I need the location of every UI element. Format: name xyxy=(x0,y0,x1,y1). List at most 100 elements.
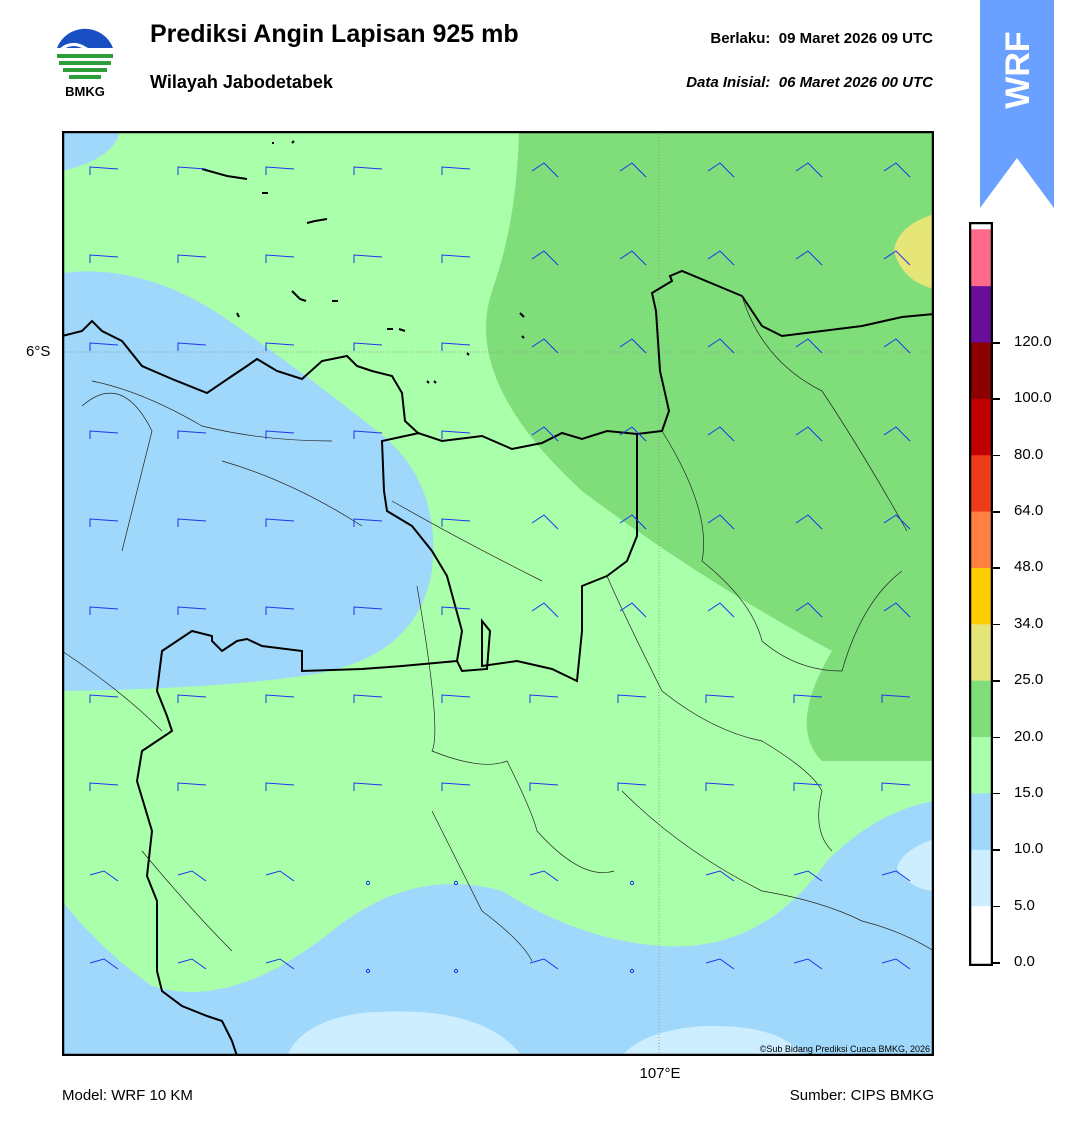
colorbar-segment xyxy=(969,736,993,794)
wind-barb xyxy=(883,426,911,442)
wind-barb xyxy=(883,162,911,178)
wind-barb xyxy=(617,782,647,791)
colorbar-tick-label: 20.0 xyxy=(1014,727,1044,745)
calm-circle xyxy=(365,968,371,974)
model-label: Model: WRF 10 KM xyxy=(62,1087,193,1104)
wind-barb xyxy=(795,162,823,178)
colorbar-tick-mark xyxy=(993,849,1000,851)
wind-barb xyxy=(705,870,735,882)
wind-barb xyxy=(441,518,471,527)
wind-barb xyxy=(265,430,295,439)
wind-map: ©Sub Bidang Prediksi Cuaca BMKG, 2026 xyxy=(62,131,934,1056)
wind-barb xyxy=(177,782,207,791)
wind-barb xyxy=(353,782,383,791)
wind-barb xyxy=(793,958,823,970)
lat-label: 6°S xyxy=(26,343,51,360)
wind-barb xyxy=(89,958,119,970)
wind-barb xyxy=(177,254,207,263)
wind-barb xyxy=(353,166,383,175)
wind-barb xyxy=(177,694,207,703)
wind-barb xyxy=(619,514,647,530)
wind-barb xyxy=(531,426,559,442)
speed-band-0-5-south xyxy=(287,1011,522,1056)
wind-barb xyxy=(617,694,647,703)
wind-barb xyxy=(619,602,647,618)
init-time: Data Inisial: 06 Maret 2026 00 UTC xyxy=(686,74,933,91)
wind-barb xyxy=(89,166,119,175)
wind-barb xyxy=(441,166,471,175)
wind-barb xyxy=(883,250,911,266)
colorbar-tick-label: 120.0 xyxy=(1014,333,1052,350)
wind-barb xyxy=(881,782,911,791)
calm-circle xyxy=(629,880,635,886)
wind-barb xyxy=(265,518,295,527)
wind-barb xyxy=(89,782,119,791)
init-label: Data Inisial: xyxy=(686,74,771,91)
wind-barb xyxy=(619,162,647,178)
speed-band-5-10-west xyxy=(62,271,434,691)
colorbar-segment xyxy=(969,342,993,399)
wind-barb xyxy=(89,342,119,351)
wind-barb xyxy=(795,250,823,266)
colorbar-segment xyxy=(969,905,993,963)
wind-barb xyxy=(441,342,471,351)
colorbar-tick-mark xyxy=(993,342,1000,344)
wind-barb xyxy=(795,514,823,530)
colorbar-tick-label: 10.0 xyxy=(1014,840,1044,858)
wind-barb xyxy=(883,338,911,354)
wind-barb xyxy=(707,338,735,354)
wind-barb xyxy=(265,958,295,970)
speed-band-5-10-south xyxy=(62,801,934,1056)
wind-barb xyxy=(353,606,383,615)
colorbar-segment xyxy=(969,229,993,287)
wind-barb xyxy=(353,430,383,439)
colorbar-tick-mark xyxy=(993,511,1000,513)
calm-circle xyxy=(453,968,459,974)
colorbar-tick-label: 5.0 xyxy=(1014,896,1035,914)
wind-barb xyxy=(531,162,559,178)
wind-barbs xyxy=(89,162,911,974)
valid-value: 09 Maret 2026 09 UTC xyxy=(778,30,933,47)
wind-barb xyxy=(793,870,823,882)
wind-barb xyxy=(265,342,295,351)
speed-band-20-25 xyxy=(894,214,934,289)
colorbar-tick-mark xyxy=(993,962,1000,964)
wind-barb xyxy=(529,870,559,882)
wind-barb xyxy=(793,782,823,791)
valid-time: Berlaku: 09 Maret 2026 09 UTC xyxy=(710,30,933,47)
wind-barb xyxy=(707,250,735,266)
wind-barb xyxy=(265,254,295,263)
page-title: Prediksi Angin Lapisan 925 mb xyxy=(150,20,519,48)
page-subtitle: Wilayah Jabodetabek xyxy=(150,72,333,92)
colorbar-tick-label: 100.0 xyxy=(1014,389,1052,407)
colorbar-tick-label: 34.0 xyxy=(1014,614,1044,632)
wind-barb xyxy=(531,338,559,354)
wind-barb xyxy=(795,602,823,618)
wind-barb xyxy=(353,342,383,351)
colorbar-tick-mark xyxy=(993,454,1000,457)
wind-barb xyxy=(441,782,471,791)
wind-barb xyxy=(619,338,647,354)
wind-barb xyxy=(89,870,119,882)
calm-circle xyxy=(453,880,459,886)
colorbar-segment xyxy=(969,398,993,456)
colorbar-segment xyxy=(969,285,993,343)
wind-barb xyxy=(89,694,119,703)
colorbar-tick-mark xyxy=(993,736,1000,739)
thousand-islands xyxy=(201,140,525,384)
wind-barb xyxy=(793,694,823,703)
wind-barb xyxy=(177,518,207,527)
colorbar-segment xyxy=(969,454,993,512)
wind-barb xyxy=(529,694,559,703)
wind-barb xyxy=(707,602,735,618)
lon-label: 107°E xyxy=(639,1065,681,1082)
wind-barb xyxy=(353,254,383,263)
map-frame xyxy=(62,131,934,1056)
wind-barb xyxy=(265,166,295,175)
wind-barb xyxy=(177,430,207,439)
wind-barb xyxy=(531,250,559,266)
speed-band-0-5-southeast xyxy=(622,1025,802,1056)
coastline xyxy=(62,269,934,451)
wind-barb xyxy=(531,602,559,618)
wind-barb xyxy=(177,166,207,175)
